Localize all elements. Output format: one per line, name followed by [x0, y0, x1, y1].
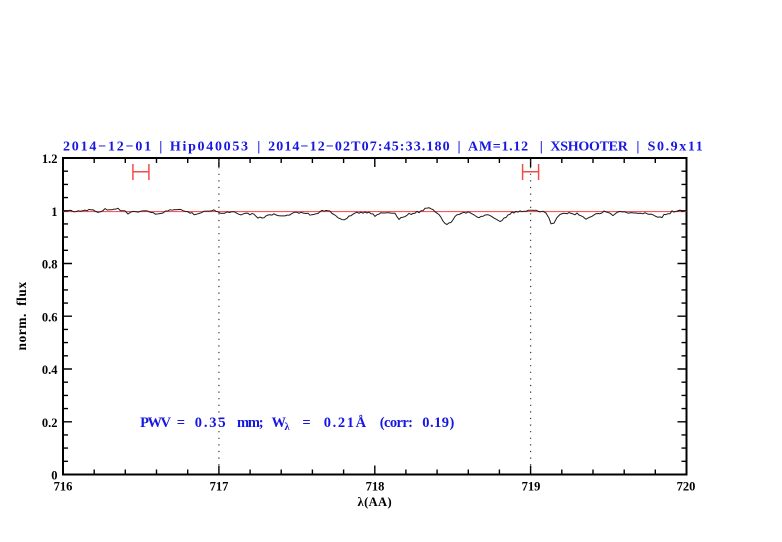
- svg-text:0.4: 0.4: [42, 363, 58, 377]
- svg-text:0: 0: [51, 469, 57, 483]
- svg-text:720: 720: [677, 480, 696, 494]
- svg-text:717: 717: [210, 480, 229, 494]
- svg-text:716: 716: [54, 480, 73, 494]
- svg-text:|: |: [458, 140, 461, 155]
- svg-text:Hip040053: Hip040053: [170, 140, 250, 155]
- svg-text:0.2: 0.2: [42, 416, 58, 430]
- svg-text:0.6: 0.6: [42, 310, 58, 324]
- svg-text:|: |: [257, 140, 260, 155]
- svg-text:|: |: [159, 140, 162, 155]
- svg-text:|: |: [540, 140, 543, 155]
- svg-text:1.2: 1.2: [42, 152, 58, 166]
- svg-text:1: 1: [51, 205, 57, 219]
- svg-text:S0.9x11: S0.9x11: [648, 140, 705, 155]
- svg-text:|: |: [636, 140, 639, 155]
- svg-text:λ(AA): λ(AA): [358, 495, 393, 509]
- svg-text:2014−12−02T07:45:33.180: 2014−12−02T07:45:33.180: [268, 140, 451, 155]
- svg-text:718: 718: [366, 480, 385, 494]
- svg-text:2014−12−01: 2014−12−01: [63, 140, 153, 155]
- svg-text:719: 719: [522, 480, 541, 494]
- svg-text:norm. flux: norm. flux: [14, 281, 29, 350]
- svg-text:AM=1.12: AM=1.12: [468, 140, 529, 155]
- svg-text:XSHOOTER: XSHOOTER: [550, 140, 628, 155]
- svg-text:0.8: 0.8: [42, 258, 58, 272]
